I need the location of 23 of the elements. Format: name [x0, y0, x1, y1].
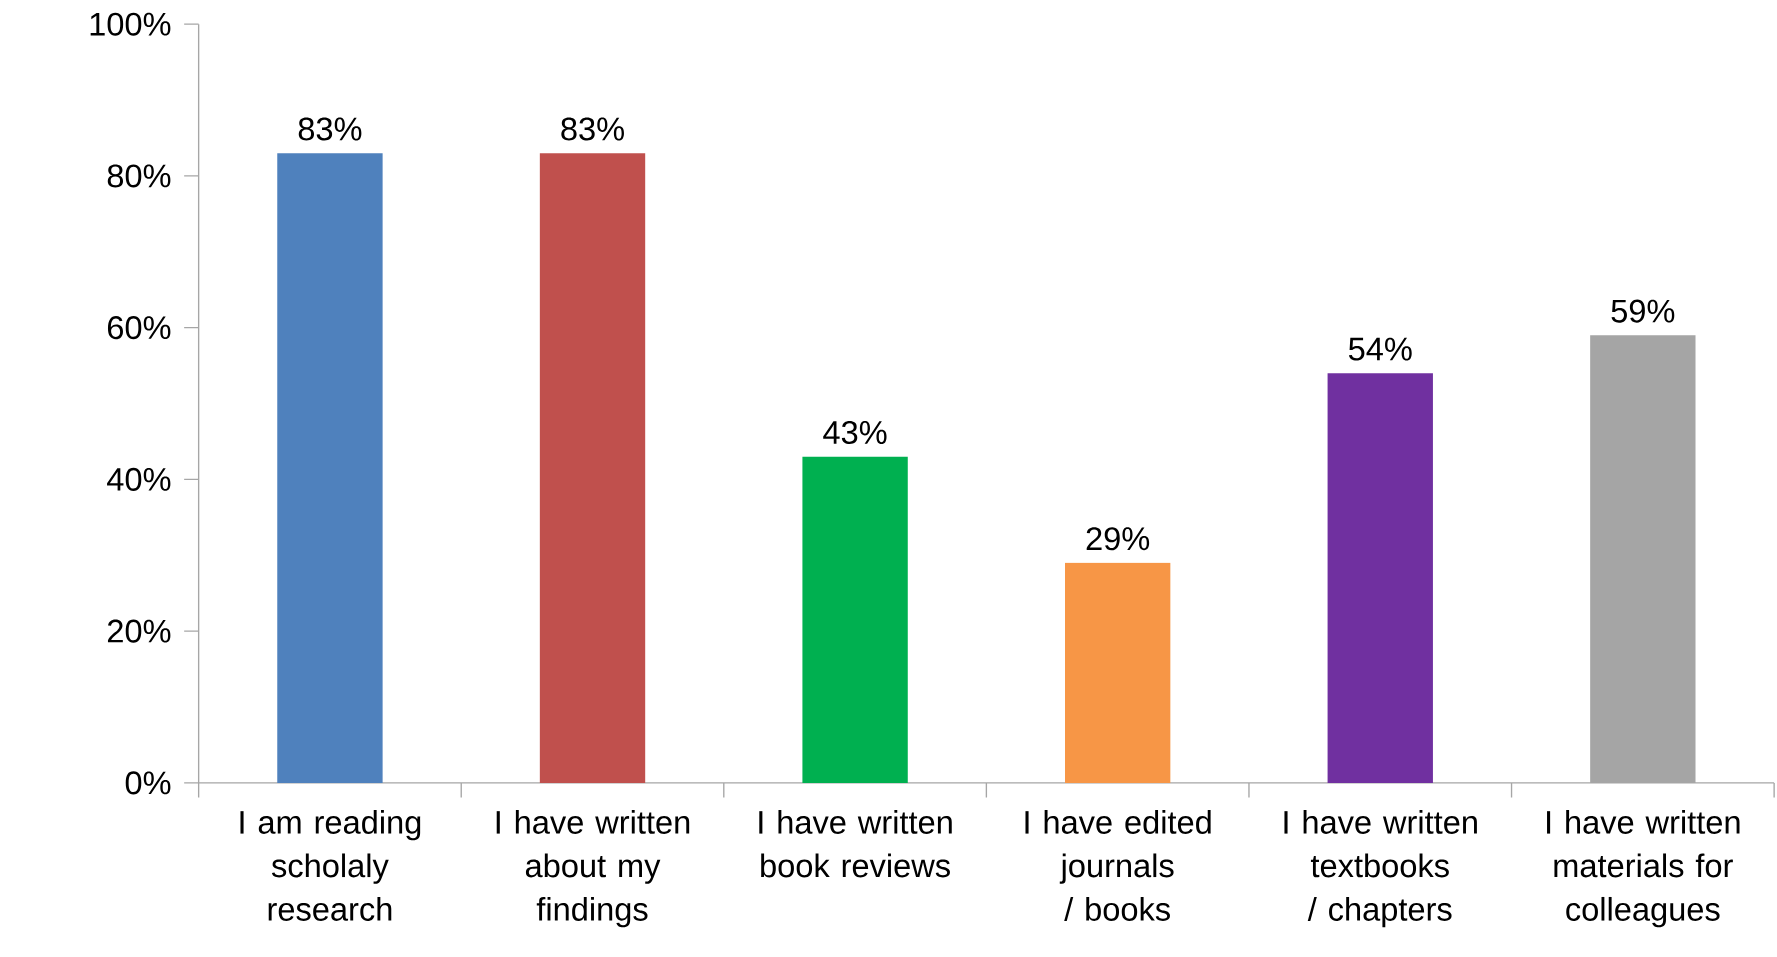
y-tick-label: 100% — [90, 12, 171, 36]
bar — [802, 456, 908, 783]
x-tick-label: I have written book reviews — [759, 810, 952, 878]
y-tick-label: 0% — [125, 771, 171, 795]
bar — [1065, 562, 1171, 783]
data-label: 83% — [561, 117, 624, 141]
y-tick-label: 80% — [107, 164, 171, 188]
x-tick-label: I have edited journals / books — [1025, 810, 1211, 921]
bar — [1327, 373, 1433, 783]
data-label: 59% — [1611, 299, 1675, 323]
data-label: 29% — [1086, 527, 1150, 551]
data-label: 43% — [823, 421, 887, 445]
bar — [539, 153, 646, 783]
x-tick-label: I am reading scholaly research — [240, 810, 421, 921]
x-tick-label: I have written about my findings — [496, 810, 690, 928]
y-tick-label: 20% — [107, 619, 171, 643]
bar — [277, 153, 383, 783]
y-tick-label: 60% — [107, 316, 171, 340]
x-tick-label: I have written textbooks / chapters — [1284, 810, 1477, 928]
x-tick-label: I have written materials for colleagues — [1547, 810, 1740, 928]
data-label: 83% — [298, 117, 362, 141]
data-label: 54% — [1348, 337, 1412, 361]
y-tick-label: 40% — [107, 467, 171, 492]
